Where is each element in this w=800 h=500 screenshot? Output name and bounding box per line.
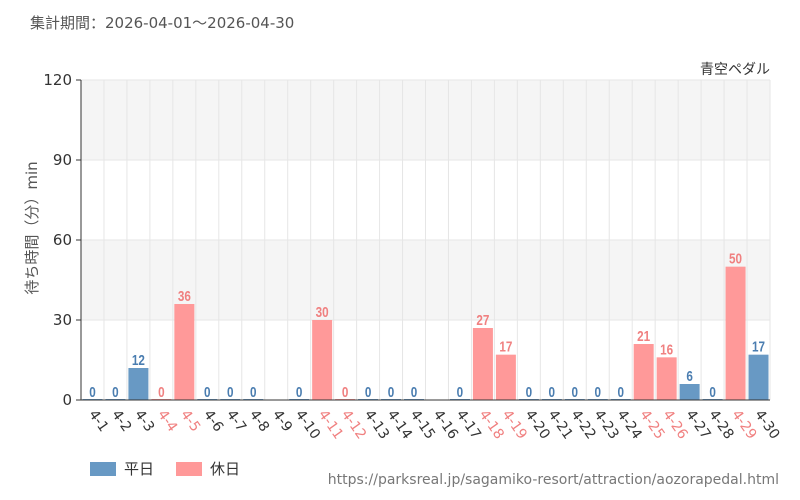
x-tick-label: 4-22	[568, 407, 599, 442]
bar	[656, 357, 677, 400]
bar-value-label: 0	[89, 384, 96, 401]
legend-holiday-label: 休日	[210, 460, 241, 478]
bar-value-label: 0	[572, 384, 579, 401]
x-tick-label: 4-18	[476, 407, 507, 442]
x-tick-label: 4-21	[545, 407, 576, 442]
bar-value-label: 21	[637, 328, 650, 345]
x-tick-label: 4-20	[522, 407, 553, 442]
x-tick-label: 4-13	[361, 407, 392, 442]
x-tick-label: 4-19	[499, 407, 530, 442]
bar-value-label: 0	[617, 384, 624, 401]
bar	[633, 344, 654, 400]
bar-value-label: 0	[365, 384, 372, 401]
y-tick-label: 60	[53, 231, 72, 249]
bar-value-label: 12	[132, 352, 145, 369]
bar-value-label: 0	[411, 384, 418, 401]
bar-value-label: 6	[686, 368, 693, 385]
x-tick-label: 4-3	[131, 407, 157, 435]
x-tick-label: 4-11	[315, 407, 346, 442]
bar-value-label: 0	[296, 384, 303, 401]
bar-value-label: 0	[112, 384, 119, 401]
x-tick-label: 4-10	[292, 407, 323, 442]
x-tick-label: 4-4	[154, 407, 180, 435]
legend-weekday-swatch	[90, 461, 116, 476]
x-tick-label: 4-2	[108, 407, 134, 435]
bar	[679, 384, 700, 400]
bar-value-label: 0	[709, 384, 716, 401]
bar-value-label: 17	[752, 338, 765, 355]
bar-value-label: 36	[178, 288, 191, 305]
x-tick-label: 4-1	[85, 407, 111, 435]
bar-value-label: 0	[158, 384, 165, 401]
bar-value-label: 0	[594, 384, 601, 401]
period-label: 集計期間：2026-04-01～2026-04-30	[30, 14, 295, 32]
x-tick-label: 4-7	[223, 407, 249, 435]
bar-value-label: 0	[457, 384, 464, 401]
x-tick-label: 4-23	[590, 407, 621, 442]
bar	[312, 320, 333, 400]
x-tick-label: 4-9	[269, 407, 295, 435]
bar	[495, 354, 516, 400]
bar	[472, 328, 493, 400]
x-tick-label: 4-25	[636, 407, 667, 442]
x-tick-label: 4-12	[338, 407, 369, 442]
chart-title: 青空ペダル	[700, 62, 770, 78]
bar-value-label: 0	[250, 384, 257, 401]
y-tick-label: 0	[62, 391, 72, 409]
x-tick-label: 4-16	[430, 407, 461, 442]
x-tick-label: 4-14	[384, 407, 415, 442]
bar-value-label: 0	[342, 384, 349, 401]
legend-holiday: 休日	[176, 458, 240, 479]
x-tick-label: 4-29	[728, 407, 759, 442]
bar	[748, 354, 769, 400]
bar-value-label: 17	[499, 338, 512, 355]
y-axis-label: 待ち時間（分）min	[23, 161, 41, 294]
x-tick-label: 4-15	[407, 407, 438, 442]
source-url: https://parksreal.jp/sagamiko-resort/att…	[327, 472, 779, 488]
bar-value-label: 0	[388, 384, 395, 401]
x-tick-label: 4-27	[682, 407, 713, 442]
y-tick-label: 120	[43, 71, 72, 89]
x-tick-label: 4-5	[177, 407, 203, 435]
x-tick-label: 4-17	[453, 407, 484, 442]
x-tick-label: 4-24	[613, 407, 644, 442]
legend: 平日 休日	[90, 458, 262, 479]
x-tick-label: 4-6	[200, 407, 226, 435]
x-tick-label: 4-28	[705, 407, 736, 442]
x-tick-label: 4-26	[659, 407, 690, 442]
legend-holiday-swatch	[176, 461, 203, 476]
bar-value-label: 16	[660, 341, 673, 358]
y-tick-label: 90	[53, 151, 72, 169]
bar-value-label: 30	[316, 304, 329, 321]
bar-value-label: 50	[729, 250, 742, 267]
bar	[128, 368, 149, 400]
bar	[725, 266, 746, 400]
bar-value-label: 0	[526, 384, 533, 401]
legend-weekday-label: 平日	[124, 460, 155, 478]
bar-value-label: 0	[204, 384, 211, 401]
bar-value-label: 27	[476, 312, 489, 329]
grid	[80, 79, 771, 401]
bar-value-label: 0	[227, 384, 234, 401]
x-tick-label: 4-30	[751, 407, 782, 442]
x-tick-label: 4-8	[246, 407, 272, 435]
bar	[174, 304, 195, 400]
bars	[82, 266, 769, 400]
bar-value-label: 0	[549, 384, 556, 401]
legend-weekday: 平日	[90, 458, 154, 479]
y-tick-label: 30	[53, 311, 72, 329]
